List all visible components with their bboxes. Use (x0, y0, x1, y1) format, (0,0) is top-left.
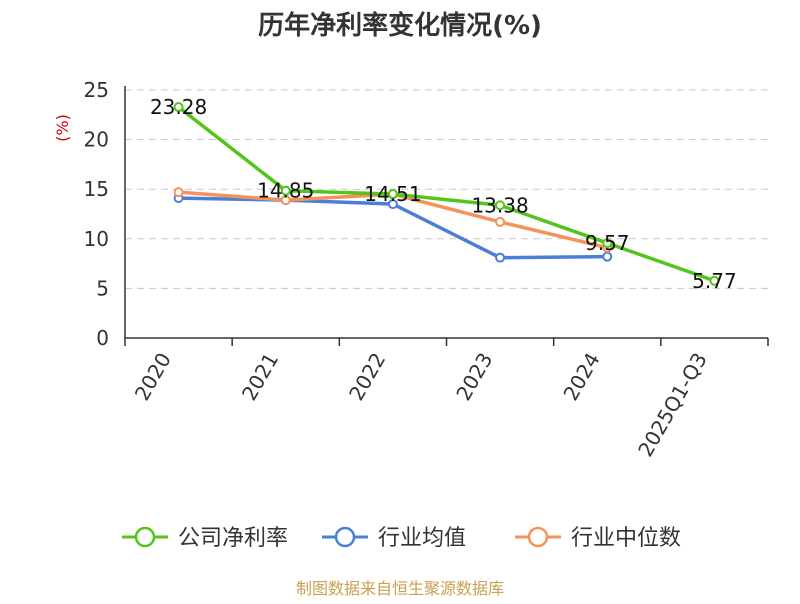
series-lines (173, 102, 720, 286)
series-line-0 (177, 105, 715, 283)
y-tick-label-1: 5 (96, 276, 109, 300)
series-2-point-0 (173, 187, 184, 198)
legend-item-1[interactable]: 行业均值 (322, 526, 466, 551)
source-note: 制图数据来自恒生聚源数据库 (296, 579, 504, 598)
series-0-point-1 (280, 185, 291, 196)
legend-label-2: 行业中位数 (571, 526, 681, 551)
legend-swatch-marker-0 (134, 526, 156, 548)
x-tick-label-5: 2025Q1-Q3 (633, 349, 712, 461)
x-tick-label-1: 2021 (237, 349, 283, 405)
y-tick-label-5: 25 (84, 78, 109, 102)
x-tick-label-3: 2023 (451, 349, 497, 405)
axes: 0 5 10 15 20 25 2020 2021 2022 2023 2024 2025Q1-Q3 (84, 78, 769, 461)
legend-swatch-marker-1 (334, 526, 356, 548)
y-axis-label: (%) (53, 114, 72, 142)
legend-item-0[interactable]: 公司净利率 (122, 526, 288, 551)
data-label-5: 5.77 (692, 269, 737, 293)
series-0-point-4 (602, 238, 613, 249)
data-label-3: 13.38 (471, 193, 528, 217)
legend-swatch-marker-2 (527, 526, 549, 548)
legend-label-1: 行业均值 (378, 526, 466, 551)
y-tick-label-4: 20 (84, 128, 109, 152)
legend-item-2[interactable]: 行业中位数 (515, 526, 681, 551)
x-tick-label-0: 2020 (130, 349, 176, 405)
x-tick-label-4: 2024 (558, 349, 604, 405)
series-1-point-2 (387, 199, 398, 210)
grid-lines (125, 89, 768, 289)
y-tick-label-3: 15 (84, 177, 109, 201)
series-0-point-5 (709, 275, 720, 286)
data-label-1: 14.85 (257, 179, 314, 203)
chart-title: 历年净利率变化情况(%) (258, 10, 542, 41)
y-tick-label-2: 10 (84, 227, 109, 251)
series-2-point-1 (280, 195, 291, 206)
series-2-point-3 (495, 216, 506, 227)
data-labels: 23.28 14.85 14.51 13.38 9.57 5.77 (150, 95, 737, 293)
data-label-4: 9.57 (585, 231, 630, 255)
series-0-point-0 (173, 102, 184, 113)
data-label-2: 14.51 (364, 182, 421, 206)
x-tick-label-2: 2022 (344, 349, 390, 405)
legend-label-0: 公司净利率 (178, 526, 288, 551)
series-0-point-2 (387, 189, 398, 200)
series-0-point-3 (495, 200, 506, 211)
legend[interactable]: 公司净利率 行业均值 行业中位数 (122, 526, 681, 551)
y-tick-label-0: 0 (96, 326, 109, 350)
series-1-point-3 (495, 252, 506, 263)
data-label-0: 23.28 (150, 95, 207, 119)
